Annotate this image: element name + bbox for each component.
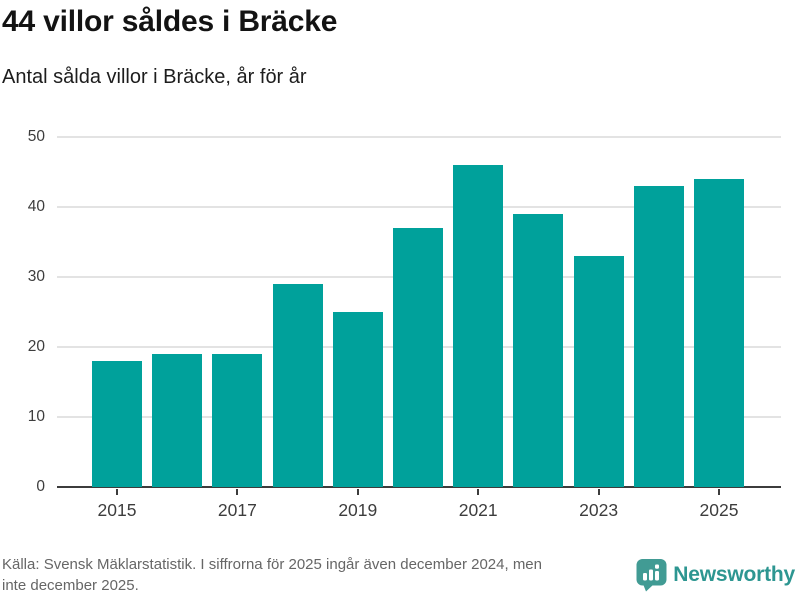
newsworthy-wordmark: Newsworthy	[673, 563, 795, 586]
source-line-1: Källa: Svensk Mäklarstatistik. I siffror…	[2, 556, 542, 573]
x-tick	[236, 489, 239, 495]
source-line-2: inte december 2025.	[2, 577, 139, 594]
x-tick	[116, 489, 118, 495]
footer: Källa: Svensk Mäklarstatistik. I siffror…	[0, 552, 800, 600]
bar-2017	[212, 354, 263, 487]
source-text: Källa: Svensk Mäklarstatistik. I siffror…	[2, 554, 602, 596]
gridline	[57, 206, 781, 208]
newsworthy-icon	[636, 559, 667, 592]
x-tick-label: 2019	[338, 500, 378, 520]
x-tick-label: 2025	[699, 500, 739, 520]
y-tick-label: 0	[36, 478, 45, 495]
bar-2022	[513, 214, 564, 487]
x-tick-label: 2015	[97, 500, 137, 520]
bar-2021	[453, 165, 504, 487]
bar-2015	[92, 361, 142, 487]
x-tick-label: 2017	[217, 500, 257, 520]
y-tick-label: 30	[27, 268, 45, 285]
bar-2024	[633, 186, 684, 487]
bar-chart: 0 10 20 30 40 50 2015 2017 2019 2021 2023 2025	[27, 128, 781, 520]
y-tick-label: 10	[27, 408, 45, 425]
chart-subtitle: Antal sålda villor i Bräcke, år för år	[2, 66, 307, 88]
y-tick-label: 50	[27, 128, 45, 145]
bar-2025	[694, 179, 744, 487]
y-tick-label: 40	[27, 198, 45, 215]
x-tick	[597, 489, 600, 495]
y-tick-label: 20	[27, 338, 45, 355]
plot-area	[57, 136, 781, 488]
bar-2020	[393, 228, 443, 487]
bar-2023	[573, 256, 624, 487]
chart-title: 44 villor såldes i Bräcke	[2, 5, 338, 38]
x-axis-line	[57, 486, 781, 488]
bar-2016	[152, 354, 203, 487]
x-tick	[477, 489, 480, 495]
x-tick-label: 2023	[579, 500, 619, 520]
bar-2018	[272, 284, 323, 487]
bar-2019	[332, 312, 383, 487]
x-tick-label: 2021	[458, 500, 498, 520]
x-tick	[718, 489, 720, 495]
newsworthy-logo: Newsworthy	[636, 558, 795, 592]
x-tick	[356, 489, 359, 495]
gridline	[57, 136, 781, 138]
